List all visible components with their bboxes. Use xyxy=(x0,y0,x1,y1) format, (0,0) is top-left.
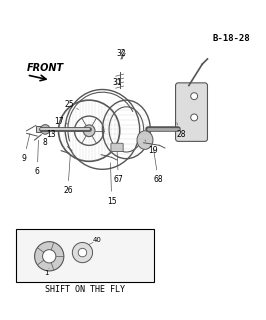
Text: SHIFT ON THE FLY: SHIFT ON THE FLY xyxy=(45,285,125,294)
Text: 1: 1 xyxy=(44,270,49,276)
Text: B-18-28: B-18-28 xyxy=(213,35,250,44)
Text: 19: 19 xyxy=(145,140,158,155)
Circle shape xyxy=(191,93,198,100)
Text: 40: 40 xyxy=(93,237,102,243)
Text: 13: 13 xyxy=(46,130,59,139)
Text: 31: 31 xyxy=(112,78,122,87)
Circle shape xyxy=(35,242,64,271)
Circle shape xyxy=(83,125,95,137)
FancyBboxPatch shape xyxy=(111,143,123,151)
Text: 26: 26 xyxy=(63,155,73,195)
Text: 6: 6 xyxy=(35,140,40,176)
FancyBboxPatch shape xyxy=(176,83,207,141)
Text: 25: 25 xyxy=(64,100,78,109)
Bar xyxy=(16,229,154,282)
Circle shape xyxy=(43,250,56,263)
Text: 9: 9 xyxy=(22,133,30,163)
Circle shape xyxy=(78,248,87,257)
Text: 8: 8 xyxy=(43,132,53,147)
Text: 32: 32 xyxy=(116,49,126,59)
Text: 67: 67 xyxy=(114,152,123,184)
Text: 28: 28 xyxy=(176,123,186,139)
Text: 68: 68 xyxy=(153,148,163,184)
Ellipse shape xyxy=(137,131,153,149)
Circle shape xyxy=(191,114,198,121)
FancyBboxPatch shape xyxy=(36,126,44,132)
Text: 17: 17 xyxy=(54,117,68,126)
Text: 15: 15 xyxy=(107,163,117,206)
Text: FRONT: FRONT xyxy=(27,63,64,73)
Circle shape xyxy=(72,243,93,263)
Circle shape xyxy=(40,124,50,134)
